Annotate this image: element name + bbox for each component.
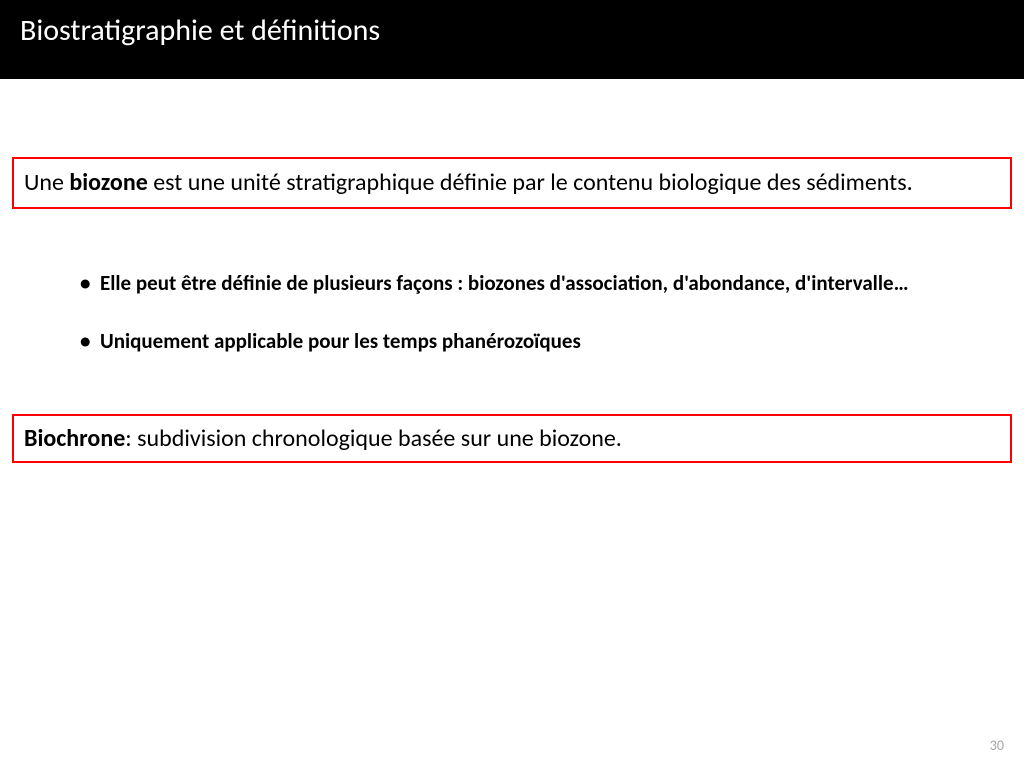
definition-box-biochrone: Biochrone: subdivision chronologique bas…: [12, 414, 1012, 463]
definition-biozone-text: Une biozone est une unité stratigraphiqu…: [24, 167, 1000, 199]
bullet-item: Elle peut être définie de plusieurs faço…: [80, 269, 964, 298]
def1-prefix: Une: [24, 168, 69, 197]
def1-bold: biozone: [69, 168, 147, 197]
page-number: 30: [990, 737, 1004, 754]
def2-suffix: : subdivision chronologique basée sur un…: [125, 424, 622, 453]
bullet-list: Elle peut être définie de plusieurs faço…: [80, 269, 964, 356]
title-bar: Biostratigraphie et définitions: [0, 0, 1024, 79]
def1-suffix: est une unité stratigraphique définie pa…: [148, 168, 913, 197]
definition-biochrone-text: Biochrone: subdivision chronologique bas…: [24, 424, 1000, 453]
def2-bold: Biochrone: [24, 424, 125, 453]
slide-title: Biostratigraphie et définitions: [20, 12, 1004, 49]
definition-box-biozone: Une biozone est une unité stratigraphiqu…: [12, 157, 1012, 209]
slide: Biostratigraphie et définitions Une bioz…: [0, 0, 1024, 768]
bullet-item: Uniquement applicable pour les temps pha…: [80, 327, 964, 356]
